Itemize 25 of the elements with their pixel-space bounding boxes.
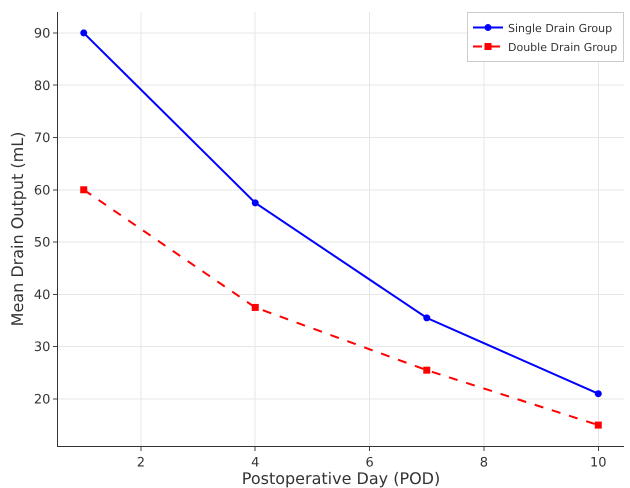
point xyxy=(80,29,88,36)
legend-label: Double Drain Group xyxy=(508,40,618,54)
y-axis-title: Mean Drain Output (mL) xyxy=(8,132,27,326)
legend-label: Single Drain Group xyxy=(508,22,612,35)
y-tick-label: 90 xyxy=(34,26,50,42)
x-tick-label: 4 xyxy=(251,456,260,471)
point xyxy=(252,304,259,311)
point xyxy=(594,422,602,429)
point xyxy=(423,366,430,374)
x-tick-label: 8 xyxy=(480,456,488,471)
point xyxy=(423,314,430,322)
y-tick-label: 50 xyxy=(34,236,50,251)
point xyxy=(252,199,259,206)
y-tick-label: 40 xyxy=(34,288,50,303)
y-tick-label: 30 xyxy=(34,340,50,356)
x-tick-label: 10 xyxy=(590,456,607,471)
y-tick-label: 60 xyxy=(34,183,50,198)
y-tick-label: 70 xyxy=(34,131,50,146)
y-tick-label: 80 xyxy=(34,78,50,94)
x-axis-title: Postoperative Day (POD) xyxy=(242,469,440,488)
point xyxy=(80,186,88,194)
x-tick-label: 2 xyxy=(136,456,146,471)
y-tick-label: 20 xyxy=(34,392,50,408)
point xyxy=(594,390,602,398)
x-tick-label: 6 xyxy=(365,456,374,471)
